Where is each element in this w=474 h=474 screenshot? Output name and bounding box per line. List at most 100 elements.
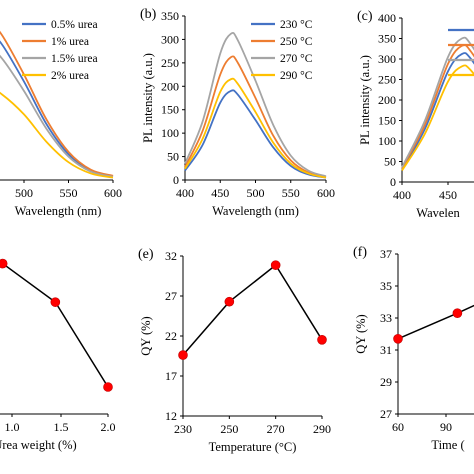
series-line-2 xyxy=(401,44,474,169)
y-axis-label: PL intensity (a.u.) xyxy=(141,53,155,143)
data-point xyxy=(393,333,403,344)
data-point xyxy=(224,296,235,307)
series-line-1 xyxy=(182,264,323,356)
y-tick-label: 150 xyxy=(161,103,179,117)
legend-label: 2% urea xyxy=(51,70,89,82)
y-tick-label: 200 xyxy=(378,93,396,107)
x-tick-label: 230 xyxy=(174,422,192,436)
series-line-1 xyxy=(397,304,474,340)
panel-c: 400 450 0 50 100 150 200 250 300 350 400 Wavelen PL … xyxy=(357,9,474,220)
x-tick-label: 600 xyxy=(104,186,122,200)
y-tick-label: 400 xyxy=(378,11,396,25)
y-tick-label: 27 xyxy=(165,289,177,303)
data-point xyxy=(270,260,281,270)
data-point xyxy=(317,335,327,345)
legend-label: 0.5% urea xyxy=(51,19,98,31)
series-line-3 xyxy=(0,54,114,178)
y-tick-label: 37 xyxy=(380,247,392,261)
series-line-4 xyxy=(184,77,327,179)
y-axis-label: QY (%) xyxy=(139,316,153,355)
y-tick-label: 100 xyxy=(378,134,396,148)
panel-label: (f) xyxy=(353,245,367,260)
y-tick-label: 150 xyxy=(378,114,396,128)
x-tick-label: 600 xyxy=(317,186,335,200)
x-tick-label: 1.5 xyxy=(54,420,69,434)
y-tick-label: 22 xyxy=(165,329,177,343)
x-tick-label: 2.0 xyxy=(101,420,116,434)
x-tick-label: 500 xyxy=(15,186,33,200)
legend-label: 1% urea xyxy=(51,36,89,48)
y-tick-label: 17 xyxy=(165,369,177,383)
series-line-1 xyxy=(0,40,114,178)
x-tick-label: 500 xyxy=(247,186,265,200)
y-tick-label: 50 xyxy=(384,155,396,169)
x-tick-label: 290 xyxy=(313,422,331,436)
x-axis-label: Wavelength (nm) xyxy=(15,204,102,218)
y-tick-label: 31 xyxy=(380,343,392,357)
panel-b: 400 450 500 550 600 0 50 100 150 200 250 300 350 Wave… xyxy=(140,7,335,218)
x-tick-label: 1.0 xyxy=(5,420,20,434)
data-point xyxy=(50,297,61,307)
data-point xyxy=(178,350,188,360)
x-axis-label: Urea weight (%) xyxy=(0,438,77,452)
y-tick-label: 50 xyxy=(167,150,179,164)
y-tick-label: 0 xyxy=(173,173,179,187)
x-axis-label: Time ( xyxy=(431,438,464,452)
x-tick-label: 400 xyxy=(393,188,411,202)
panel-label: (e) xyxy=(138,247,154,262)
x-axis-label: Temperature (°C) xyxy=(209,440,297,454)
data-point xyxy=(0,258,8,269)
series-line-1 xyxy=(401,52,474,171)
y-tick-label: 350 xyxy=(378,32,396,46)
y-tick-label: 32 xyxy=(165,249,177,263)
series-line-4 xyxy=(401,64,474,171)
x-tick-label: 270 xyxy=(267,422,285,436)
y-tick-label: 250 xyxy=(161,56,179,70)
y-tick-label: 100 xyxy=(161,126,179,140)
data-point xyxy=(103,382,113,392)
x-tick-label: 450 xyxy=(211,186,229,200)
x-tick-label: 400 xyxy=(176,186,194,200)
x-axis-label: Wavelen xyxy=(416,206,460,220)
y-tick-label: 35 xyxy=(380,279,392,293)
series-line-3 xyxy=(401,36,474,168)
x-tick-label: 450 xyxy=(439,188,457,202)
series-line-1 xyxy=(184,89,327,179)
legend-label: 230 °C xyxy=(280,19,313,31)
series-line-2 xyxy=(184,55,327,179)
series-line-3 xyxy=(184,31,327,178)
y-tick-label: 33 xyxy=(380,311,392,325)
y-tick-label: 12 xyxy=(165,409,177,423)
data-point xyxy=(452,308,463,319)
x-tick-label: 60 xyxy=(392,420,404,434)
legend-label: 1.5% urea xyxy=(51,53,98,65)
x-tick-label: 90 xyxy=(440,420,452,434)
y-tick-label: 250 xyxy=(378,73,396,87)
y-tick-label: 300 xyxy=(378,52,396,66)
panel-label: (c) xyxy=(357,9,373,24)
x-tick-label: 550 xyxy=(282,186,300,200)
y-axis-label: PL intensity (a.u.) xyxy=(358,55,372,145)
y-tick-label: 200 xyxy=(161,79,179,93)
y-tick-label: 0 xyxy=(390,175,396,189)
panel-d: 1.0 1.5 2.0 Urea weight (%) xyxy=(0,258,116,452)
x-tick-label: 250 xyxy=(220,422,238,436)
y-tick-label: 350 xyxy=(161,9,179,23)
series-line-4 xyxy=(0,91,114,179)
x-axis-label: Wavelength (nm) xyxy=(212,204,299,218)
series-line-1 xyxy=(0,262,109,388)
y-tick-label: 300 xyxy=(161,32,179,46)
series-line-2 xyxy=(0,30,114,177)
y-tick-label: 29 xyxy=(380,375,392,389)
y-axis-label: QY (%) xyxy=(354,314,368,353)
panel-e: 230 250 270 290 12 17 22 27 32 Temperature (°C) QY… xyxy=(138,247,331,454)
panel-label: (b) xyxy=(140,7,157,22)
x-tick-label: 550 xyxy=(60,186,78,200)
y-tick-label: 27 xyxy=(380,407,392,421)
panel-f: 6090120272931333537Time (QY (%)(f) xyxy=(353,245,474,452)
legend-label: 290 °C xyxy=(280,70,313,82)
legend-label: 270 °C xyxy=(280,53,313,65)
legend-label: 250 °C xyxy=(280,36,313,48)
